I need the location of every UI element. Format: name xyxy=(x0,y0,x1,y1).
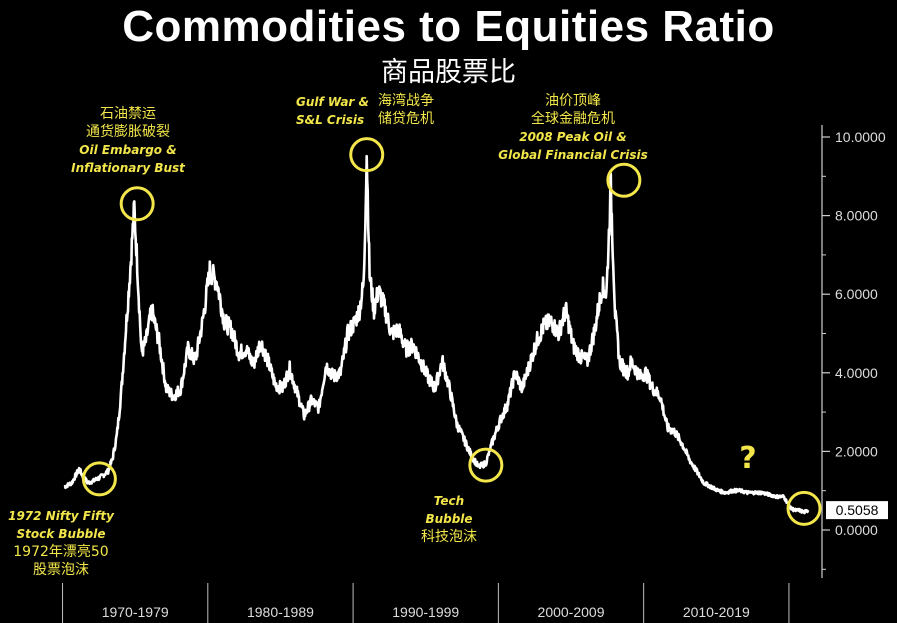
series-line xyxy=(63,154,810,515)
annotation-nifty-en1: 1972 Nifty Fifty xyxy=(8,509,114,523)
x-category-label: 2000-2009 xyxy=(538,604,605,620)
y-axis: 10.0000 8.0000 6.0000 4.0000 2.0000 0.0000 xyxy=(821,125,886,578)
annotation-tech-en1: Tech xyxy=(433,494,465,508)
last-value-label: 0.5058 xyxy=(836,502,879,518)
y-tick-label: 2.0000 xyxy=(835,443,878,459)
annotation-oil-cn2: 全球金融危机 xyxy=(531,111,615,127)
chart-title: Commodities to Equities Ratio xyxy=(122,2,775,51)
annotation-gulf-cn: 海湾战争 储贷危机 xyxy=(378,92,448,128)
annotation-nifty-cn1: 1972年漂亮50 xyxy=(13,544,109,560)
x-category-label: 2010-2019 xyxy=(683,604,750,620)
y-tick-label: 10.0000 xyxy=(835,129,886,145)
y-tick-label: 4.0000 xyxy=(835,365,878,381)
x-category-label: 1990-1999 xyxy=(392,604,459,620)
annotation-nifty-cn2: 股票泡沫 xyxy=(33,562,89,578)
highlight-circle xyxy=(119,186,155,222)
highlight-circle xyxy=(606,162,642,198)
highlight-circle xyxy=(786,490,822,526)
question-mark: ? xyxy=(739,441,757,476)
y-tick-label: 0.0000 xyxy=(835,522,878,538)
annotation-oil-en1: 2008 Peak Oil & xyxy=(519,130,627,144)
highlight-circle xyxy=(81,461,117,497)
annotation-embargo-cn2: 通货膨胀破裂 xyxy=(86,124,170,140)
x-category-label: 1970-1979 xyxy=(102,604,169,620)
annotation-gulf-en2: S&L Crisis xyxy=(296,113,365,127)
last-value-box xyxy=(826,501,888,520)
highlight-circle xyxy=(468,447,504,483)
annotation-oil-en2: Global Financial Crisis xyxy=(498,148,648,162)
annotation-tech-cn1: 科技泡沫 xyxy=(421,529,477,545)
annotation-gulf-cn1: 海湾战争 xyxy=(378,93,434,109)
x-category-label: 1980-1989 xyxy=(247,604,314,620)
highlight-circle xyxy=(349,137,385,173)
annotation-embargo: 石油禁运 通货膨胀破裂 Oil Embargo & Inflationary B… xyxy=(60,105,196,177)
y-tick-label: 6.0000 xyxy=(835,286,878,302)
annotation-embargo-en2: Inflationary Bust xyxy=(71,161,185,175)
annotation-gulf-cn2: 储贷危机 xyxy=(378,111,434,127)
annotation-gulf-en: Gulf War & S&L Crisis xyxy=(296,93,380,129)
annotation-oil-cn1: 油价顶峰 xyxy=(545,93,601,109)
annotation-gulf-en1: Gulf War & xyxy=(296,95,369,109)
annotation-oil: 油价顶峰 全球金融危机 2008 Peak Oil & Global Finan… xyxy=(492,92,654,164)
last-value-label-group: 0.5058 xyxy=(826,501,888,520)
annotation-nifty-en2: Stock Bubble xyxy=(16,527,106,541)
series-lines xyxy=(63,154,810,515)
y-tick-label: 8.0000 xyxy=(835,208,878,224)
annotation-embargo-cn1: 石油禁运 xyxy=(100,106,156,122)
annotation-tech: Tech Bubble 科技泡沫 xyxy=(404,492,494,546)
annotation-tech-en2: Bubble xyxy=(425,512,473,526)
chart-subtitle: 商品股票比 xyxy=(381,57,516,88)
highlight-circles xyxy=(81,137,822,526)
annotation-nifty: 1972 Nifty Fifty Stock Bubble 1972年漂亮50 … xyxy=(2,507,120,579)
x-axis: 1970-1979 1980-1989 1990-1999 2000-2009 2010… xyxy=(62,583,790,623)
annotation-embargo-en1: Oil Embargo & xyxy=(79,143,177,157)
